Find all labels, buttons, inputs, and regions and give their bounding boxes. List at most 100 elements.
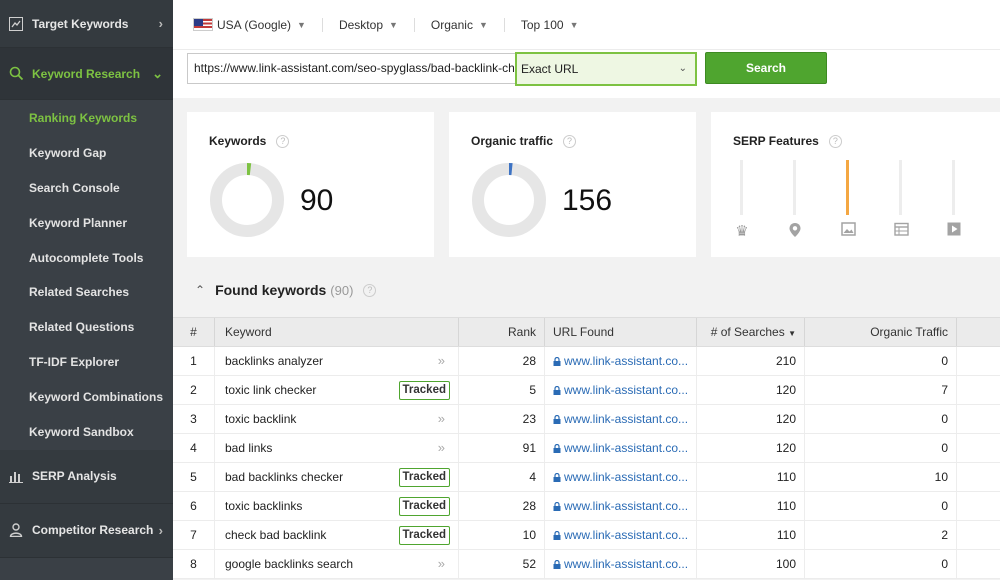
url-cell[interactable]: www.link-assistant.co... <box>545 405 697 433</box>
table-row[interactable]: 1 backlinks analyzer » 28 www.link-assistant… <box>173 347 1000 376</box>
table-row[interactable]: 7 check bad backlink Tracked 10 www.link-ass… <box>173 521 1000 550</box>
location-dropdown[interactable]: USA (Google) ▼ <box>193 17 323 32</box>
found-keywords-header: ⌃ Found keywords (90) ? <box>173 270 1000 310</box>
sidebar-item-related-questions[interactable]: Related Questions <box>29 320 135 335</box>
searches-cell: 110 <box>697 463 805 491</box>
column-header-organic-traffic[interactable]: Organic Traffic <box>805 318 957 346</box>
tracked-badge[interactable]: Tracked <box>398 468 450 487</box>
url-cell[interactable]: www.link-assistant.co... <box>545 521 697 549</box>
extra-cell <box>957 492 1000 520</box>
url-link[interactable]: www.link-assistant.co... <box>564 499 689 513</box>
sidebar-item-related-searches[interactable]: Related Searches <box>29 285 130 300</box>
chevron-down-icon: ▼ <box>478 19 488 30</box>
rank-cell: 91 <box>459 434 545 462</box>
sidebar-section-serp-analysis[interactable]: SERP Analysis <box>0 449 173 504</box>
match-type-select[interactable]: Exact URL ⌄ <box>515 52 697 86</box>
url-link[interactable]: www.link-assistant.co... <box>564 441 689 455</box>
organic-traffic-cell: 10 <box>805 463 957 491</box>
sidebar-section-keyword-research[interactable]: Keyword Research ⌄ <box>0 48 173 100</box>
url-link[interactable]: www.link-assistant.co... <box>564 354 689 368</box>
url-link[interactable]: www.link-assistant.co... <box>564 383 689 397</box>
help-icon[interactable]: ? <box>828 134 842 148</box>
help-icon[interactable]: ? <box>276 134 290 148</box>
column-header-rank[interactable]: Rank <box>459 318 545 346</box>
top-value: Top 100 <box>520 17 564 32</box>
row-number: 8 <box>173 550 215 578</box>
lock-icon <box>553 444 561 453</box>
row-number: 1 <box>173 347 215 375</box>
table-row[interactable]: 5 bad backlinks checker Tracked 4 www.link-a… <box>173 463 1000 492</box>
collapse-chevron-icon[interactable]: ⌃ <box>195 283 206 297</box>
type-dropdown[interactable]: Organic ▼ <box>431 17 505 32</box>
lock-icon <box>553 502 561 511</box>
url-cell[interactable]: www.link-assistant.co... <box>545 347 697 375</box>
sidebar-section-target-keywords[interactable]: Target Keywords › <box>0 0 173 48</box>
double-chevron-right-icon[interactable]: » <box>437 556 445 571</box>
help-icon[interactable]: ? <box>563 134 577 148</box>
url-cell[interactable]: www.link-assistant.co... <box>545 463 697 491</box>
organic-traffic-donut <box>472 163 546 237</box>
url-link[interactable]: www.link-assistant.co... <box>564 528 689 542</box>
table-row[interactable]: 3 toxic backlink » 23 www.link-assistant.co.… <box>173 405 1000 434</box>
top-results-dropdown[interactable]: Top 100 ▼ <box>521 18 595 32</box>
url-link[interactable]: www.link-assistant.co... <box>564 557 689 571</box>
column-header-number[interactable]: # <box>173 318 215 346</box>
serp-features-chart: ♛ <box>733 160 973 260</box>
keyword-cell[interactable]: bad links » <box>215 434 459 462</box>
sidebar-item-search-console[interactable]: Search Console <box>29 180 120 195</box>
keyword-cell[interactable]: toxic link checker Tracked <box>215 376 459 404</box>
sidebar-item-keyword-gap[interactable]: Keyword Gap <box>29 145 107 160</box>
tracked-badge[interactable]: Tracked <box>398 381 450 400</box>
row-number: 2 <box>173 376 215 404</box>
column-header-label: # of Searches <box>710 325 785 339</box>
organic-traffic-card: Organic traffic ? 156 <box>449 112 696 257</box>
url-cell[interactable]: www.link-assistant.co... <box>545 550 697 578</box>
url-link[interactable]: www.link-assistant.co... <box>564 412 689 426</box>
url-cell[interactable]: www.link-assistant.co... <box>545 376 697 404</box>
search-button[interactable]: Search <box>705 52 827 84</box>
sidebar-item-keyword-combinations[interactable]: Keyword Combinations <box>29 390 164 405</box>
device-dropdown[interactable]: Desktop ▼ <box>338 17 415 32</box>
keyword-cell[interactable]: backlinks analyzer » <box>215 347 459 375</box>
filter-bar: USA (Google) ▼ Desktop ▼ Organic ▼ Top 1… <box>173 0 1000 50</box>
keyword-text: bad backlinks checker <box>225 470 344 484</box>
double-chevron-right-icon[interactable]: » <box>437 353 445 368</box>
column-header-searches[interactable]: # of Searches ▼ <box>697 318 805 346</box>
double-chevron-right-icon[interactable]: » <box>437 440 445 455</box>
help-icon[interactable]: ? <box>363 283 377 297</box>
keyword-cell[interactable]: toxic backlinks Tracked <box>215 492 459 520</box>
chevron-down-icon: ⌄ <box>152 65 163 81</box>
device-value: Desktop <box>338 17 383 32</box>
table-row[interactable]: 4 bad links » 91 www.link-assistant.co... 120… <box>173 434 1000 463</box>
row-number: 6 <box>173 492 215 520</box>
url-link[interactable]: www.link-assistant.co... <box>564 470 689 484</box>
column-header-url[interactable]: URL Found <box>545 318 697 346</box>
column-header-keyword[interactable]: Keyword <box>215 318 459 346</box>
keyword-text: bad links <box>225 441 273 455</box>
card-title-text: Keywords <box>209 134 267 148</box>
sidebar-item-tf-idf-explorer[interactable]: TF-IDF Explorer <box>29 355 120 370</box>
sidebar-item-keyword-sandbox[interactable]: Keyword Sandbox <box>29 425 134 440</box>
tracked-badge[interactable]: Tracked <box>398 526 450 545</box>
sidebar-item-keyword-planner[interactable]: Keyword Planner <box>29 215 128 230</box>
sidebar-section-competitor-research[interactable]: Competitor Research › <box>0 503 173 558</box>
keyword-cell[interactable]: google backlinks search » <box>215 550 459 578</box>
table-row[interactable]: 2 toxic link checker Tracked 5 www.link-assi… <box>173 376 1000 405</box>
url-input[interactable]: https://www.link-assistant.com/seo-spygl… <box>187 53 515 84</box>
url-cell[interactable]: www.link-assistant.co... <box>545 434 697 462</box>
chart-line-icon <box>8 16 24 32</box>
url-cell[interactable]: www.link-assistant.co... <box>545 492 697 520</box>
sidebar-item-ranking-keywords[interactable]: Ranking Keywords <box>29 111 138 125</box>
table-row[interactable]: 8 google backlinks search » 52 www.link-assi… <box>173 550 1000 579</box>
keyword-cell[interactable]: check bad backlink Tracked <box>215 521 459 549</box>
sidebar-item-autocomplete-tools[interactable]: Autocomplete Tools <box>29 250 144 265</box>
double-chevron-right-icon[interactable]: » <box>437 411 445 426</box>
tracked-badge[interactable]: Tracked <box>398 497 450 516</box>
organic-traffic-cell: 7 <box>805 376 957 404</box>
table-row[interactable]: 6 toxic backlinks Tracked 28 www.link-assist… <box>173 492 1000 521</box>
keyword-cell[interactable]: bad backlinks checker Tracked <box>215 463 459 491</box>
extra-cell <box>957 463 1000 491</box>
keyword-cell[interactable]: toxic backlink » <box>215 405 459 433</box>
search-icon <box>8 66 24 82</box>
